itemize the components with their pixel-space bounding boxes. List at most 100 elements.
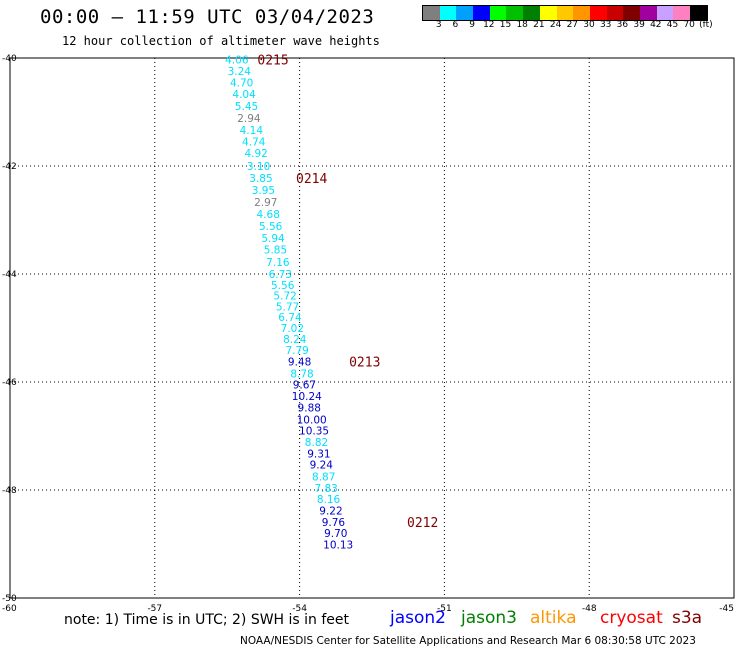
wave-height-value: 5.45 [235, 101, 258, 113]
time-label: 0215 [257, 54, 288, 69]
map-subtitle: 12 hour collection of altimeter wave hei… [62, 34, 380, 48]
longitude-tick-label: -57 [147, 604, 162, 614]
wave-height-value: 3.24 [228, 66, 252, 78]
legend-swatch [423, 6, 440, 20]
legend-label: 39 [633, 20, 645, 30]
legend-swatch [556, 6, 574, 20]
wave-height-value: 5.56 [259, 221, 283, 233]
legend-label: 21 [533, 20, 545, 30]
legend-label: 30 [583, 20, 595, 30]
wave-height-value: 4.74 [242, 137, 266, 149]
wave-height-value: 7.83 [314, 483, 337, 495]
legend-label: 27 [566, 20, 579, 30]
legend-label: 15 [499, 20, 512, 30]
wave-height-value: 8.82 [305, 437, 328, 449]
wave-height-value: 5.94 [261, 233, 285, 245]
wave-height-value: 9.48 [288, 356, 311, 368]
footer-note: note: 1) Time is in UTC; 2) SWH is in fe… [64, 612, 350, 628]
wave-height-value: 9.22 [319, 506, 342, 518]
wave-height-value: 8.78 [290, 368, 313, 380]
wave-height-value: 4.04 [232, 89, 256, 101]
color-legend-labels: 3 6 9 12 15 18 21 24 27 30 33 36 39 42 45 70 (ft) [422, 20, 740, 32]
longitude-tick-label: -54 [292, 604, 307, 614]
corner-tick-label: -60 [2, 604, 17, 614]
wave-height-value: 2.97 [254, 197, 277, 209]
wave-height-value: 7.79 [285, 345, 308, 357]
wave-height-value: 6.73 [269, 269, 292, 281]
legend-swatch [573, 6, 590, 20]
wave-height-value: 10.24 [292, 391, 322, 403]
wave-height-value: 10.13 [323, 540, 353, 552]
wave-height-value: 7.16 [266, 257, 290, 269]
wave-height-value: 3.10 [247, 161, 270, 173]
time-label: 0214 [296, 172, 327, 187]
wave-height-value: 9.67 [293, 380, 316, 392]
wave-height-value: 3.85 [249, 173, 272, 185]
legend-swatch [539, 6, 557, 20]
satellite-label-jason2: jason2 [390, 608, 446, 628]
legend-swatch [523, 6, 540, 20]
wave-height-value: 9.31 [307, 448, 330, 460]
legend-swatch [690, 6, 707, 20]
legend-swatch [506, 6, 524, 20]
legend-label: 12 [483, 20, 495, 30]
latitude-tick-label: -46 [2, 378, 17, 388]
wave-height-value: 5.56 [271, 280, 295, 292]
legend-label: 33 [599, 20, 612, 30]
latitude-tick-label: -48 [2, 486, 17, 496]
latitude-tick-label: -50 [2, 594, 17, 604]
wave-height-value: 9.88 [298, 402, 321, 414]
longitude-tick-label: -51 [437, 604, 452, 614]
legend-label: 36 [616, 20, 629, 30]
wave-height-value: 4.70 [230, 77, 253, 89]
legend-swatch [456, 6, 474, 20]
wave-height-color-legend [422, 5, 708, 21]
wave-height-value: 2.94 [237, 113, 261, 125]
map-frame [9, 57, 735, 599]
wave-height-value: 8.87 [312, 472, 335, 484]
legend-label: 24 [549, 20, 562, 30]
longitude-tick-label: -45 [719, 604, 734, 614]
legend-swatch [673, 6, 690, 20]
wave-height-value: 4.92 [244, 148, 267, 160]
wave-height-value: 9.76 [322, 517, 346, 529]
satellite-label-altika: altika [530, 608, 577, 628]
time-label: 0212 [407, 516, 438, 531]
wave-height-value: 4.14 [240, 125, 264, 137]
legend-label: 9 [469, 20, 475, 30]
legend-swatch [439, 6, 457, 20]
legend-swatch [589, 6, 607, 20]
legend-swatch [656, 6, 674, 20]
legend-swatch [473, 6, 490, 20]
legend-label: 3 [435, 20, 442, 30]
legend-swatch [623, 6, 640, 20]
wave-height-value: 9.70 [324, 528, 347, 540]
longitude-tick-label: -48 [582, 604, 597, 614]
legend-label: 18 [516, 20, 528, 30]
legend-swatch [489, 6, 507, 20]
wave-height-value: 4.68 [257, 209, 280, 221]
legend-swatch [639, 6, 657, 20]
wave-height-value: 5.85 [264, 245, 287, 257]
satellite-label-cryosat: cryosat [600, 608, 663, 628]
legend-label: (ft) [699, 20, 713, 30]
wave-height-value: 5.77 [276, 301, 299, 313]
satellite-label-s3a: s3a [672, 608, 703, 628]
legend-label: 70 [683, 20, 695, 30]
wave-height-value: 5.72 [273, 291, 296, 303]
wave-height-value: 4.06 [225, 55, 249, 67]
wave-height-value: 8.16 [317, 494, 341, 506]
legend-label: 45 [666, 20, 679, 30]
legend-label: 42 [650, 20, 662, 30]
wave-height-value: 3.95 [252, 185, 275, 197]
wave-height-value: 7.02 [281, 323, 304, 335]
wave-height-value: 10.00 [297, 414, 327, 426]
map-title: 00:00 – 11:59 UTC 03/04/2023 [40, 6, 375, 28]
wave-height-value: 9.24 [310, 460, 334, 472]
satellite-label-jason3: jason3 [461, 608, 517, 628]
latitude-tick-label: -44 [2, 270, 17, 280]
wave-height-value: 6.74 [278, 312, 302, 324]
latitude-tick-label: -40 [2, 54, 17, 64]
time-label: 0213 [349, 355, 380, 370]
